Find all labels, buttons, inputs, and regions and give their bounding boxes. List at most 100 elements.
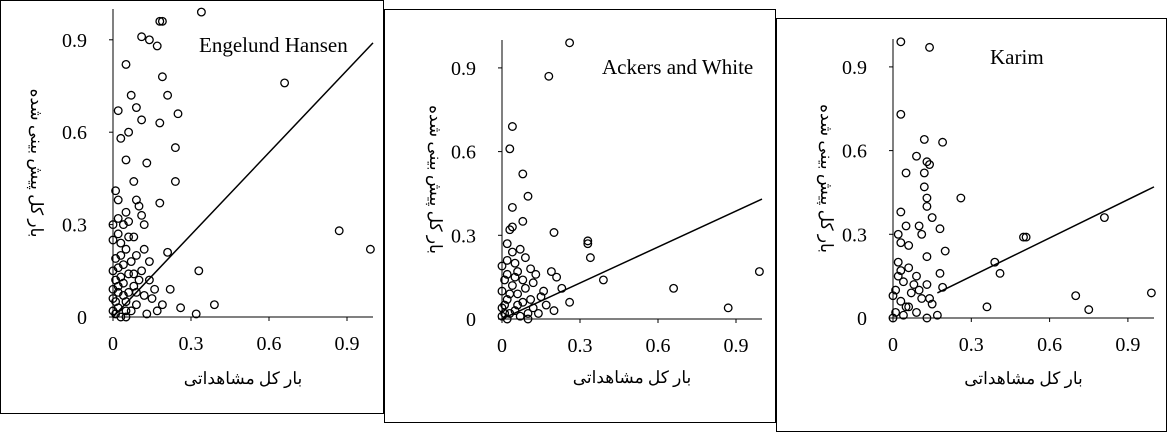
data-point bbox=[523, 308, 533, 318]
y-tick-label: 0.6 bbox=[62, 122, 87, 144]
x-tick-label: 0.3 bbox=[959, 334, 984, 356]
data-point bbox=[896, 266, 906, 276]
data-point bbox=[922, 201, 932, 211]
data-point bbox=[927, 299, 937, 309]
data-point bbox=[922, 313, 932, 323]
trend-line bbox=[112, 42, 374, 318]
data-point bbox=[500, 300, 510, 310]
data-point bbox=[505, 225, 515, 235]
data-point bbox=[925, 42, 934, 52]
data-point bbox=[754, 267, 764, 277]
data-point bbox=[157, 300, 167, 310]
data-point bbox=[196, 7, 206, 17]
data-point bbox=[549, 306, 559, 316]
data-point bbox=[995, 268, 1005, 278]
y-axis-label: بار کل پیش بینی شده bbox=[26, 89, 46, 238]
data-point bbox=[502, 255, 512, 265]
data-point bbox=[121, 207, 131, 217]
data-point bbox=[121, 155, 131, 165]
x-tick-label: 0.3 bbox=[179, 333, 204, 355]
data-point bbox=[116, 238, 126, 248]
data-point bbox=[904, 241, 914, 250]
data-point bbox=[111, 186, 121, 196]
data-point bbox=[898, 277, 908, 287]
data-point bbox=[520, 283, 530, 293]
data-point bbox=[528, 278, 538, 288]
data-point bbox=[150, 284, 160, 294]
data-point bbox=[919, 168, 929, 178]
data-point bbox=[139, 220, 149, 230]
data-point bbox=[526, 264, 536, 274]
data-point bbox=[108, 220, 118, 230]
data-point bbox=[137, 115, 147, 125]
y-axis-label: بار کل پیش بینی شده bbox=[816, 104, 836, 253]
data-point bbox=[124, 269, 134, 279]
y-tick-label: 0.9 bbox=[842, 57, 867, 79]
data-point bbox=[134, 201, 144, 211]
data-point bbox=[518, 216, 528, 226]
data-point bbox=[137, 210, 147, 220]
data-point bbox=[118, 260, 128, 270]
data-point bbox=[901, 302, 911, 312]
data-point bbox=[565, 38, 575, 48]
data-point bbox=[510, 258, 520, 268]
y-tick-label: 0.3 bbox=[62, 215, 87, 237]
data-point bbox=[502, 239, 512, 249]
trend-line bbox=[501, 198, 763, 320]
scatter-chart-svg: 0 0.3 0.6 0.9 0 0.3 0.6 0.9 بار کل مشاهداتی بار ک… bbox=[26, 7, 375, 389]
data-point bbox=[585, 253, 595, 263]
data-point bbox=[124, 217, 134, 226]
x-tick-label: 0.6 bbox=[257, 333, 282, 355]
data-point bbox=[144, 35, 154, 45]
data-point bbox=[938, 137, 948, 147]
data-point bbox=[927, 213, 937, 223]
data-point bbox=[126, 90, 136, 100]
data-point bbox=[922, 252, 932, 262]
data-point bbox=[912, 271, 921, 281]
data-point bbox=[935, 224, 945, 234]
data-point bbox=[896, 109, 906, 119]
data-point bbox=[155, 198, 165, 208]
data-point bbox=[111, 297, 121, 307]
data-point bbox=[165, 284, 175, 294]
data-point bbox=[518, 275, 528, 285]
trend-line bbox=[937, 186, 1155, 294]
data-point bbox=[669, 283, 679, 293]
data-point bbox=[546, 267, 556, 277]
data-point bbox=[922, 280, 932, 289]
data-point bbox=[1021, 232, 1031, 242]
data-point bbox=[507, 247, 517, 257]
y-tick-label: 0.9 bbox=[451, 58, 476, 80]
data-point bbox=[155, 118, 165, 128]
data-point bbox=[176, 303, 186, 313]
data-point bbox=[124, 232, 134, 242]
data-point bbox=[922, 193, 932, 203]
data-point bbox=[121, 59, 131, 69]
x-tick-label: 0 bbox=[888, 334, 898, 356]
data-point bbox=[510, 272, 520, 282]
data-point bbox=[170, 143, 180, 153]
x-tick-label: 0.6 bbox=[1037, 334, 1062, 356]
x-tick-label: 0 bbox=[108, 333, 118, 355]
data-point bbox=[904, 263, 914, 273]
data-point bbox=[116, 250, 126, 260]
data-point bbox=[539, 286, 549, 296]
x-axis-label: بار کل مشاهداتی bbox=[964, 369, 1083, 389]
data-point bbox=[505, 289, 515, 299]
x-tick-label: 0.3 bbox=[568, 335, 593, 357]
data-point bbox=[134, 275, 144, 285]
scatter-chart-svg: 0 0.3 0.6 0.9 0 0.3 0.6 0.9 بار کل مشاهداتی بار ک… bbox=[816, 37, 1156, 389]
data-point bbox=[1099, 213, 1109, 223]
x-axis-label: بار کل مشاهداتی bbox=[573, 368, 692, 388]
data-point bbox=[552, 272, 562, 282]
data-point bbox=[518, 169, 528, 179]
data-point bbox=[513, 289, 523, 299]
data-point bbox=[126, 257, 136, 267]
data-point bbox=[523, 314, 533, 324]
data-point bbox=[497, 261, 507, 271]
data-point bbox=[497, 311, 507, 321]
data-point bbox=[139, 290, 149, 300]
data-point bbox=[121, 306, 131, 316]
data-point bbox=[523, 191, 533, 201]
data-point bbox=[935, 268, 945, 278]
